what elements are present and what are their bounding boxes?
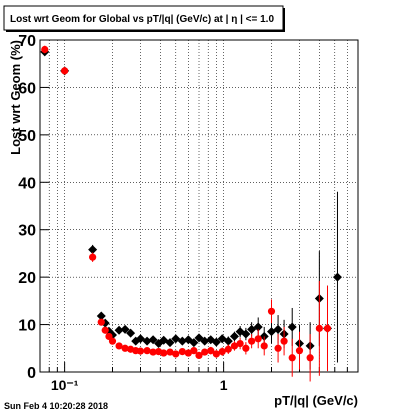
marker: [218, 348, 226, 356]
marker: [200, 336, 210, 346]
marker: [126, 328, 136, 338]
marker: [224, 345, 232, 353]
marker: [274, 344, 282, 352]
x-tick-label: 1: [220, 377, 228, 393]
marker: [306, 354, 314, 362]
marker: [101, 326, 109, 334]
marker: [287, 322, 297, 332]
footer: Sun Feb 4 10:20:28 2018: [4, 401, 108, 411]
marker: [253, 322, 263, 332]
marker: [248, 337, 256, 345]
y-tick-label: 10: [18, 318, 36, 335]
marker: [121, 344, 129, 352]
marker: [142, 336, 152, 346]
y-tick-label: 70: [18, 33, 36, 50]
marker: [136, 347, 145, 355]
title-box: [3, 5, 284, 31]
marker: [280, 337, 288, 345]
y-tick-label: 60: [18, 80, 36, 97]
marker: [108, 337, 117, 345]
y-axis-label: Lost wrt Geom (%): [8, 40, 23, 155]
marker: [211, 337, 221, 347]
marker: [120, 324, 130, 334]
plot-frame: [39, 39, 359, 373]
marker: [223, 336, 233, 346]
plot-area: 0 10 20 30 40 50 60 70 10⁻¹ 1: [18, 33, 359, 393]
marker: [212, 350, 220, 358]
marker: [115, 342, 123, 350]
marker: [201, 348, 209, 356]
marker: [323, 324, 332, 332]
marker: [184, 349, 192, 357]
marker: [189, 338, 199, 348]
marker: [143, 347, 151, 355]
chart-title: Lost wrt Geom for Global vs pT/|q| (GeV/…: [10, 14, 274, 25]
marker: [242, 344, 250, 352]
y-tick-label: 20: [18, 270, 36, 287]
marker: [96, 311, 106, 321]
y-tick-label: 30: [18, 223, 36, 240]
marker: [89, 253, 97, 261]
marker: [97, 318, 105, 326]
marker: [260, 342, 268, 350]
marker: [172, 350, 180, 358]
marker: [160, 349, 168, 357]
marker: [267, 307, 276, 315]
marker: [114, 325, 124, 335]
marker: [247, 324, 257, 334]
marker: [148, 335, 158, 345]
y-tick-label: 0: [27, 365, 36, 382]
marker: [41, 45, 49, 54]
marker: [315, 324, 323, 332]
marker: [178, 348, 186, 356]
marker: [236, 339, 244, 348]
marker: [332, 272, 342, 282]
marker: [288, 354, 296, 362]
x-tick-label: 10⁻¹: [51, 377, 79, 393]
marker: [254, 335, 262, 343]
x-axis-label: pT/|q| (GeV/c): [274, 393, 358, 408]
y-tick-label: 40: [18, 175, 36, 192]
marker: [149, 348, 157, 356]
marker: [88, 245, 98, 255]
marker: [195, 351, 203, 359]
marker: [177, 336, 187, 346]
marker: [61, 67, 69, 75]
marker: [207, 347, 215, 355]
marker: [165, 338, 175, 348]
marker: [166, 348, 174, 356]
marker: [190, 347, 198, 355]
y-tick-label: 50: [18, 128, 36, 145]
marker: [230, 342, 239, 350]
marker: [229, 331, 239, 341]
marker: [241, 329, 251, 339]
marker: [273, 324, 283, 334]
marker: [295, 347, 304, 355]
